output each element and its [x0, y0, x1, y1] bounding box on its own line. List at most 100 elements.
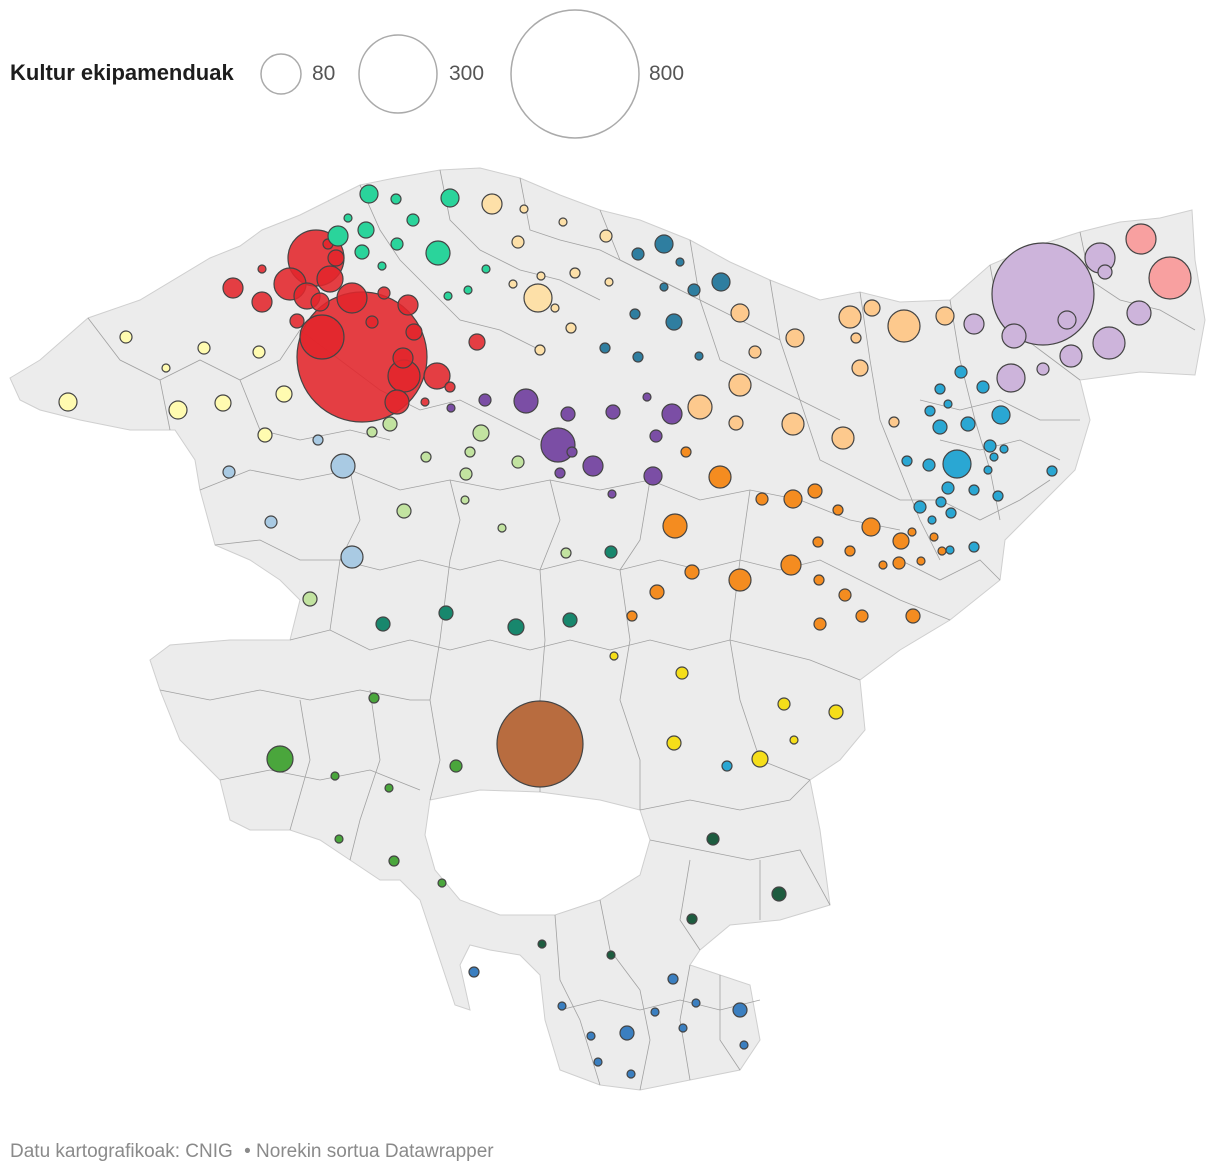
bubble [901, 455, 913, 467]
bubble [438, 605, 454, 621]
bubble [537, 939, 547, 949]
bubble [327, 249, 345, 267]
bubble [440, 188, 460, 208]
bubble [642, 392, 652, 402]
bubble [586, 1031, 596, 1041]
bubble [728, 415, 744, 431]
bubble [377, 286, 391, 300]
bubble [780, 554, 802, 576]
bubble [996, 363, 1026, 393]
bubble [558, 217, 568, 227]
bubble [599, 229, 613, 243]
bubble [626, 1069, 636, 1079]
bubble [251, 291, 273, 313]
bubble [892, 556, 906, 570]
bubble-group-red [222, 229, 486, 423]
bubble [1001, 323, 1027, 349]
bubble [266, 745, 294, 773]
bubble [327, 225, 349, 247]
bubble [368, 692, 380, 704]
bubble [405, 323, 423, 341]
size-legend: Kultur ekipamenduak 80 300 800 [0, 0, 1220, 150]
bubble [497, 523, 507, 533]
bubble [365, 315, 379, 329]
bubble [604, 277, 614, 287]
bubble [888, 416, 900, 428]
footer-source: Datu kartografikoak: CNIG [10, 1141, 233, 1162]
bubble [264, 515, 278, 529]
legend-label-300: 300 [449, 62, 485, 85]
bubble [861, 517, 881, 537]
bubble [934, 383, 946, 395]
bubble [781, 412, 805, 436]
bubble [557, 1001, 567, 1011]
footer-credit-link[interactable]: • Norekin sortua Datawrapper [244, 1141, 494, 1162]
legend-circles [260, 9, 640, 139]
bubble [922, 458, 936, 472]
bubble [560, 406, 576, 422]
enclave-gap [424, 789, 651, 916]
bubble [662, 513, 688, 539]
bubble [316, 265, 344, 293]
bubble [659, 282, 669, 292]
bubble [334, 834, 344, 844]
bubble [863, 299, 881, 317]
bubble [161, 363, 171, 373]
bubble [892, 532, 910, 550]
bubble [755, 492, 769, 506]
bubble [511, 455, 525, 469]
bubble [375, 616, 391, 632]
bubble [667, 973, 679, 985]
bubble-group-green [266, 692, 463, 888]
bubble [989, 452, 999, 462]
bubble [330, 453, 356, 479]
bubble [992, 490, 1004, 502]
bubble [855, 609, 869, 623]
bubble [687, 283, 701, 297]
bubble [960, 416, 976, 432]
bubble [728, 373, 752, 397]
bubble [468, 966, 480, 978]
bubble [443, 291, 453, 301]
bubble [396, 503, 412, 519]
bubble-group-dark-teal [375, 545, 618, 636]
bubble [1148, 256, 1192, 300]
bubble [197, 341, 211, 355]
bubble [354, 244, 370, 260]
bubble [390, 193, 402, 205]
bubble [468, 333, 486, 351]
bubble [935, 306, 955, 326]
bubble [507, 618, 525, 636]
bubble [222, 465, 236, 479]
bubble [359, 184, 379, 204]
bubble [943, 399, 953, 409]
bubble [1097, 264, 1113, 280]
bubble [425, 240, 451, 266]
bubble [566, 446, 578, 458]
bubble [687, 394, 713, 420]
bubble [691, 998, 701, 1008]
bubble [330, 771, 340, 781]
bubble [336, 282, 368, 314]
bubble [214, 394, 232, 412]
bubble [813, 617, 827, 631]
bubble [649, 429, 663, 443]
bubble-group-purple [446, 388, 683, 499]
bubble [1046, 465, 1058, 477]
bubble [168, 400, 188, 420]
bubble [844, 545, 856, 557]
bubble [649, 584, 665, 600]
bubble [390, 237, 404, 251]
bubble [771, 886, 787, 902]
bubble [1125, 223, 1157, 255]
bubble [935, 496, 947, 508]
bubble [748, 345, 762, 359]
bubble [437, 878, 447, 888]
bubble [838, 305, 862, 329]
legend-circle-800 [510, 9, 640, 139]
bubble [444, 381, 456, 393]
bubble [472, 424, 490, 442]
bubble [887, 309, 921, 343]
footer: Datu kartografikoak: CNIG • Norekin sort… [10, 1141, 500, 1163]
bubble [945, 507, 957, 519]
